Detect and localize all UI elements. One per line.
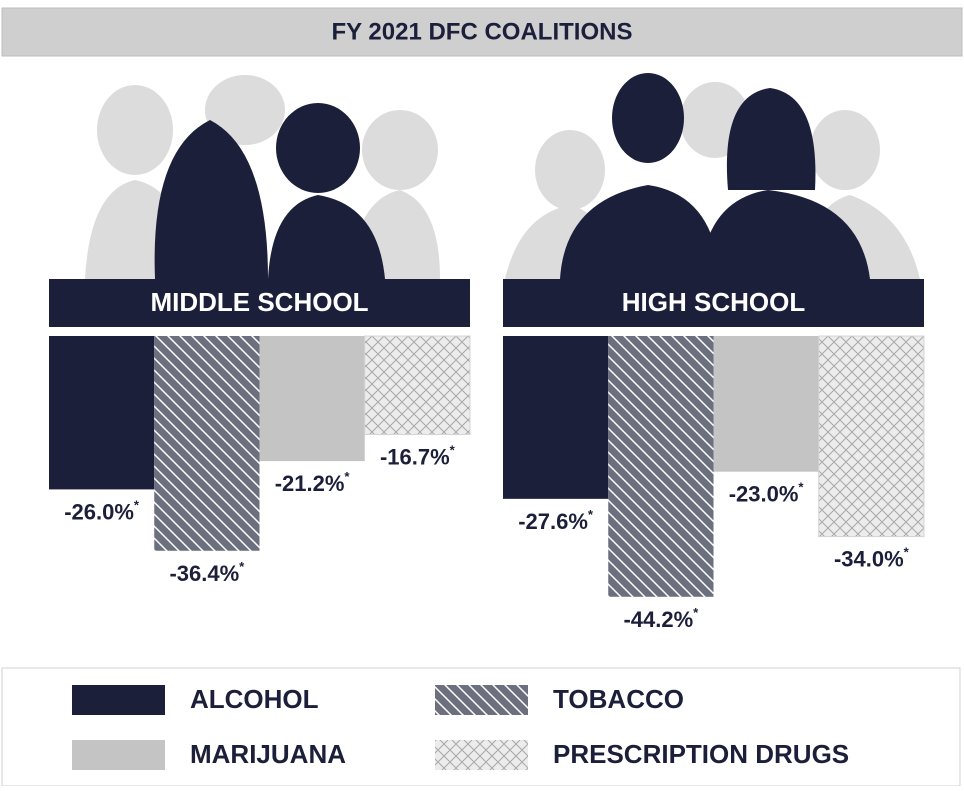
- bar: [365, 336, 470, 435]
- value-label: -27.6%*: [518, 507, 594, 534]
- legend-swatch: [435, 685, 528, 715]
- high-school-silhouettes: [505, 73, 920, 279]
- bar: [154, 336, 259, 551]
- legend-label: ALCOHOL: [190, 684, 319, 714]
- bar: [714, 336, 819, 472]
- legend-swatch: [72, 740, 165, 770]
- bar: [260, 336, 365, 461]
- value-label: -26.0%*: [64, 497, 140, 524]
- page-title: FY 2021 DFC COALITIONS: [332, 18, 633, 45]
- legend-label: TOBACCO: [553, 684, 684, 714]
- value-label: -23.0%*: [729, 480, 805, 507]
- bar: [819, 336, 924, 537]
- infographic: FY 2021 DFC COALITIONS MIDDLE SCHOOL -26.…: [0, 0, 964, 786]
- value-label: -36.4%*: [169, 559, 245, 586]
- value-label: -34.0%*: [834, 545, 910, 572]
- legend-label: MARIJUANA: [190, 739, 346, 769]
- panel-title: HIGH SCHOOL: [622, 287, 806, 317]
- bar: [503, 336, 608, 499]
- page: {"title": "FY 2021 DFC COALITIONS", "cha…: [0, 0, 964, 786]
- value-label: -16.7%*: [380, 443, 456, 470]
- panel-title: MIDDLE SCHOOL: [150, 287, 368, 317]
- legend-label: PRESCRIPTION DRUGS: [553, 739, 849, 769]
- value-label: -44.2%*: [623, 605, 699, 632]
- bar: [608, 336, 713, 597]
- legend-swatch: [435, 740, 528, 770]
- legend-swatch: [72, 685, 165, 715]
- bar: [49, 336, 154, 489]
- value-label: -21.2%*: [275, 469, 351, 496]
- middle-school-silhouettes: [85, 75, 440, 279]
